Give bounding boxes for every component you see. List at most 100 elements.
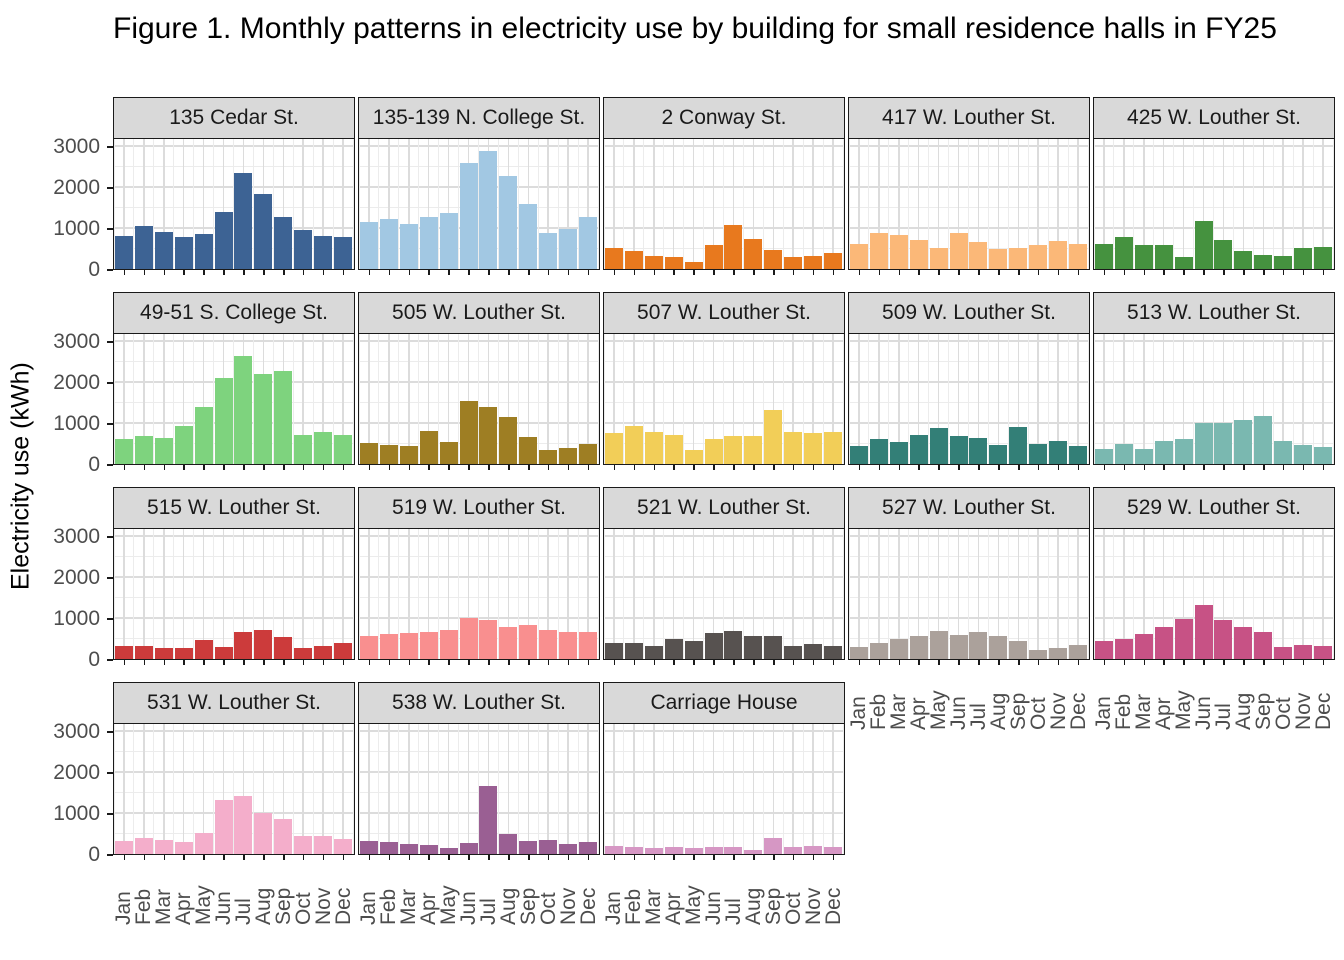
bar-apr	[419, 431, 438, 464]
gridline-v	[1037, 138, 1039, 269]
gridline-v	[173, 528, 175, 659]
x-tick-mark	[753, 660, 755, 665]
x-tick-mark	[163, 855, 166, 860]
facet-strip: 135-139 N. College St.	[358, 97, 600, 139]
gridline-v	[398, 528, 400, 659]
gridline-v	[123, 138, 125, 269]
x-tick-mark	[1103, 465, 1106, 470]
x-tick-mark	[547, 660, 550, 665]
y-tick-mark	[107, 228, 113, 230]
bar-jul	[1214, 240, 1233, 269]
gridline-v	[822, 333, 824, 464]
facet-panel: 515 W. Louther St.	[113, 487, 355, 660]
gridline-v	[332, 528, 334, 659]
gridline-v	[1213, 138, 1214, 269]
bar-aug	[1234, 251, 1253, 269]
gridline-h	[114, 535, 354, 537]
gridline-v	[322, 723, 324, 854]
x-tick-mark	[283, 855, 285, 860]
gridline-h	[114, 576, 354, 578]
gridline-v	[222, 138, 225, 269]
x-tick-mark	[1223, 465, 1225, 470]
gridline-v	[418, 333, 420, 464]
gridline-v	[527, 723, 530, 854]
bar-dec	[1069, 645, 1087, 659]
bar-sep	[274, 818, 293, 854]
bar-apr	[664, 847, 683, 854]
bar-nov	[559, 844, 578, 854]
gridline-v	[703, 138, 705, 269]
gridline-h	[359, 361, 599, 363]
gridline-v	[1087, 333, 1089, 464]
y-tick-label: 2000	[53, 176, 100, 200]
gridline-v	[613, 528, 615, 659]
gridline-v	[517, 528, 519, 659]
plot-area	[848, 332, 1090, 465]
bar-may	[684, 449, 703, 464]
gridline-v	[322, 528, 324, 659]
gridline-v	[762, 723, 764, 854]
x-tick-mark	[773, 660, 775, 665]
gridline-v	[352, 333, 354, 464]
bar-sep	[1009, 641, 1028, 659]
gridline-h	[1094, 597, 1334, 599]
gridline-v	[282, 723, 285, 854]
bar-nov	[314, 836, 333, 854]
gridline-h	[359, 186, 599, 188]
x-tick-mark	[773, 270, 775, 275]
bar-apr	[664, 435, 683, 464]
x-tick-mark	[1018, 465, 1020, 470]
gridline-v	[597, 138, 599, 269]
gridline-v	[802, 138, 804, 269]
gridline-h	[359, 833, 599, 835]
gridline-v	[1242, 528, 1245, 659]
gridline-v	[597, 333, 599, 464]
gridline-v	[1322, 138, 1324, 269]
x-tick-mark	[408, 465, 411, 470]
x-tick-mark	[203, 465, 205, 470]
gridline-v	[1047, 138, 1049, 269]
gridline-v	[547, 333, 549, 464]
gridline-v	[252, 333, 254, 464]
bar-apr	[174, 842, 193, 854]
bar-feb	[1114, 236, 1133, 269]
bar-jul	[479, 151, 498, 269]
plot-area	[1093, 332, 1335, 465]
bar-jul	[1214, 619, 1233, 659]
gridline-v	[427, 528, 430, 659]
x-tick-mark	[488, 465, 490, 470]
bar-nov	[559, 228, 578, 269]
gridline-v	[1292, 138, 1294, 269]
bar-aug	[254, 630, 273, 659]
gridline-v	[968, 528, 969, 659]
gridline-v	[1017, 333, 1020, 464]
gridline-v	[368, 723, 370, 854]
gridline-h	[1094, 381, 1334, 383]
gridline-v	[292, 723, 294, 854]
x-tick-mark	[673, 270, 675, 275]
gridline-v	[732, 528, 735, 659]
gridline-v	[842, 333, 844, 464]
x-tick-mark	[812, 855, 815, 860]
x-tick-mark	[528, 465, 530, 470]
gridline-v	[1094, 138, 1095, 269]
bar-nov	[314, 646, 333, 659]
gridline-v	[1252, 528, 1254, 659]
x-tick-mark	[1203, 465, 1205, 470]
y-tick-mark	[107, 577, 113, 579]
gridline-v	[849, 333, 850, 464]
facet-strip-label: 507 W. Louther St.	[637, 301, 811, 324]
gridline-v	[1222, 528, 1225, 659]
bar-jul	[234, 355, 253, 464]
bar-jun	[949, 436, 968, 464]
bar-jan	[114, 236, 133, 269]
gridline-v	[623, 528, 625, 659]
x-tick-mark	[1263, 465, 1265, 470]
gridline-h	[604, 833, 844, 835]
x-tick-mark	[468, 855, 470, 860]
bar-nov	[1049, 441, 1068, 464]
bar-jun	[1194, 220, 1213, 269]
gridline-v	[1113, 138, 1115, 269]
x-tick-mark	[368, 465, 371, 470]
bar-apr	[909, 636, 928, 659]
